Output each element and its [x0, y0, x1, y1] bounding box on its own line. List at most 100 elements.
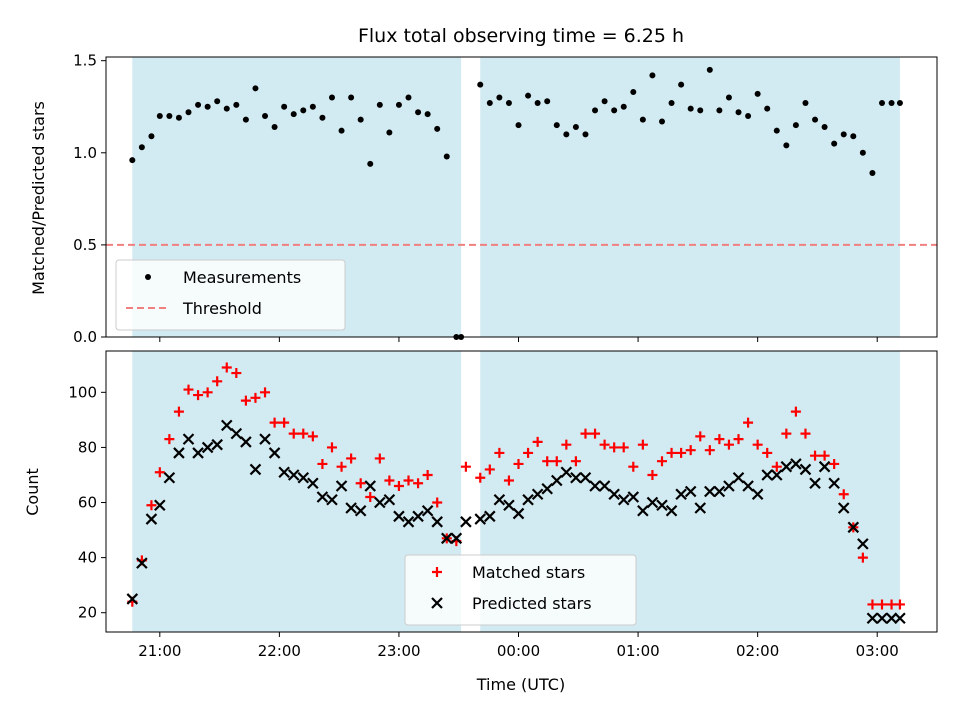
- bottom-legend-box: [404, 554, 637, 626]
- bottom-data-point: [345, 502, 357, 514]
- bottom-data-point: [494, 447, 505, 458]
- bottom-data-point: [627, 491, 640, 503]
- x-axis-label: Time (UTC): [476, 675, 565, 694]
- x-tick-label: 02:00: [736, 642, 779, 660]
- bottom-legend-marker: [432, 567, 442, 577]
- x-tick-label: 22:00: [258, 642, 301, 660]
- bottom-data-point: [809, 477, 821, 490]
- bottom-data-point: [354, 505, 367, 517]
- bottom-data-point: [412, 510, 424, 523]
- bottom-data-point: [800, 428, 811, 439]
- top-data-point: [859, 149, 866, 156]
- bottom-data-point: [220, 419, 233, 432]
- top-data-point: [821, 124, 828, 130]
- bottom-data-point: [551, 456, 562, 467]
- top-data-point: [319, 114, 326, 121]
- bottom-data-point: [259, 433, 271, 445]
- top-data-point: [783, 142, 790, 149]
- bottom-data-point: [695, 431, 706, 442]
- top-data-point: [376, 101, 383, 108]
- top-data-point: [668, 100, 675, 107]
- bottom-data-point: [422, 469, 433, 480]
- bottom-data-point: [413, 478, 424, 489]
- bottom-data-point: [317, 458, 328, 469]
- top-data-point: [395, 101, 402, 108]
- bottom-data-point: [618, 442, 629, 453]
- bottom-data-point: [837, 502, 850, 514]
- bottom-data-point: [732, 471, 745, 484]
- top-data-point: [486, 100, 493, 107]
- bottom-data-point: [781, 428, 792, 439]
- top-data-point: [878, 100, 885, 107]
- bottom-data-point: [460, 461, 471, 472]
- bottom-data-point: [675, 488, 687, 501]
- bottom-data-point: [665, 505, 678, 517]
- bottom-data-point: [752, 439, 763, 450]
- top-data-point: [630, 89, 637, 95]
- top-data-point: [434, 125, 441, 132]
- top-data-point: [534, 100, 541, 107]
- bottom-data-point: [164, 434, 175, 445]
- top-data-point: [706, 66, 713, 73]
- top-data-point: [525, 92, 532, 99]
- top-y-tick-label: 0.5: [73, 236, 97, 254]
- top-data-point: [687, 105, 694, 112]
- bottom-data-point: [560, 466, 573, 478]
- top-data-point: [338, 127, 345, 134]
- top-data-point: [156, 112, 163, 119]
- top-y-tick-label: 1.5: [73, 52, 97, 70]
- bottom-data-point: [173, 447, 185, 459]
- bottom-data-point: [279, 417, 290, 428]
- bottom-data-point: [355, 478, 366, 489]
- top-data-point: [505, 100, 512, 107]
- top-data-point: [831, 140, 838, 147]
- bottom-data-point: [762, 447, 773, 458]
- x-tick-label: 21:00: [138, 642, 181, 660]
- bottom-data-point: [599, 439, 610, 450]
- top-data-point: [896, 100, 903, 107]
- bottom-data-point: [541, 482, 553, 495]
- bottom-data-point: [704, 485, 716, 498]
- bottom-data-point: [838, 489, 849, 500]
- bottom-panel: 20 40 60 80 100 21:00 22:00 23:00 00:00 01:00 02:0…: [68, 350, 938, 660]
- chart-title: Flux total observing time = 6.25 h: [358, 25, 684, 47]
- bottom-data-point: [249, 463, 262, 476]
- bottom-data-point: [589, 480, 601, 492]
- top-data-point: [773, 127, 780, 134]
- top-legend-box: [115, 259, 346, 331]
- bottom-data-point: [628, 461, 639, 472]
- top-data-point: [515, 122, 522, 129]
- bottom-data-point: [316, 491, 329, 503]
- bottom-data-point: [751, 488, 764, 501]
- bottom-data-point: [182, 433, 195, 445]
- bottom-data-point: [829, 458, 840, 469]
- bottom-data-point: [126, 593, 139, 605]
- x-tick-label: 00:00: [497, 642, 540, 660]
- bottom-data-point: [221, 362, 232, 373]
- bottom-data-point: [335, 480, 348, 492]
- top-data-point: [745, 112, 752, 119]
- bottom-data-point: [590, 428, 601, 439]
- bottom-data-point: [173, 406, 184, 417]
- bottom-data-point: [579, 471, 592, 484]
- top-data-point: [357, 116, 364, 123]
- bottom-data-point: [771, 461, 782, 472]
- bottom-data-point: [570, 471, 582, 484]
- bottom-data-point: [163, 471, 176, 484]
- bottom-data-point: [886, 599, 897, 610]
- bottom-data-point: [761, 469, 773, 481]
- bottom-data-point: [307, 477, 319, 490]
- top-data-point: [792, 122, 799, 129]
- top-data-point: [850, 133, 857, 140]
- top-y-tick-label: 0.0: [73, 328, 97, 346]
- bottom-data-point: [522, 493, 534, 506]
- bottom-data-point: [136, 557, 148, 569]
- bottom-data-point: [431, 516, 443, 528]
- bottom-data-point: [193, 390, 204, 401]
- bottom-data-point: [484, 464, 495, 475]
- top-data-point: [309, 103, 316, 110]
- bottom-data-point: [894, 599, 905, 610]
- bottom-data-point: [402, 516, 415, 528]
- bottom-data-point: [598, 480, 611, 492]
- top-data-point: [544, 98, 551, 105]
